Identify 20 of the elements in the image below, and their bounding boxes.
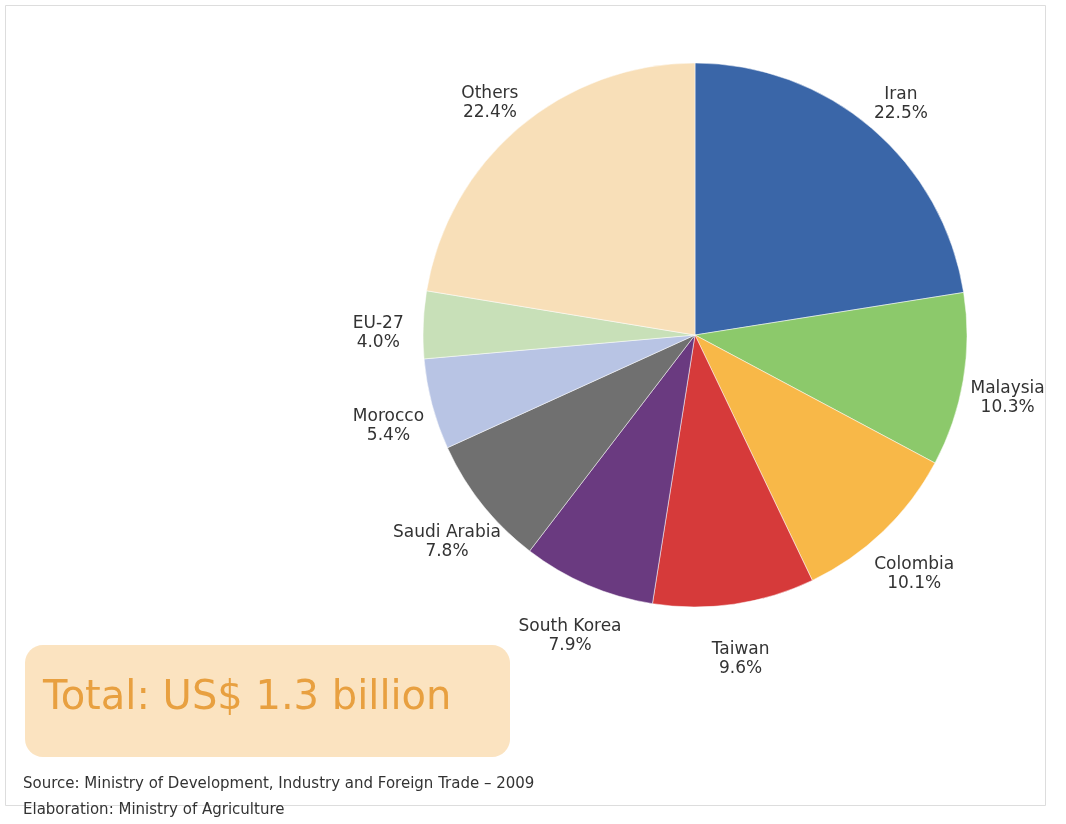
slice-label: EU-27 (352, 312, 404, 333)
slice-label: Taiwan (710, 637, 770, 658)
slice-label: Iran (884, 82, 918, 103)
slice-label: Others (461, 82, 519, 103)
text: Total: US$ 1.3 billion (42, 672, 452, 718)
slice-label: South Korea (518, 615, 622, 636)
data-label: 7.9% (548, 634, 592, 655)
data-label: 22.5% (873, 101, 928, 122)
data-label: 7.8% (425, 540, 469, 561)
data-label: 10.1% (887, 572, 942, 593)
text: Elaboration: Ministry of Agriculture (23, 800, 285, 818)
data-label: 5.4% (366, 423, 411, 444)
slice-label: Malaysia (970, 376, 1045, 397)
data-label: 4.0% (356, 331, 400, 352)
data-label: 22.4% (462, 101, 517, 122)
data-label: 9.6% (719, 656, 763, 677)
source-note: Source: Ministry of Development, Industry and Foreign Trade – 2009 (23, 774, 535, 792)
slice-label: Morocco (352, 404, 425, 425)
slice-label: Colombia (874, 553, 955, 574)
slice-label: Saudi Arabia (393, 521, 501, 542)
